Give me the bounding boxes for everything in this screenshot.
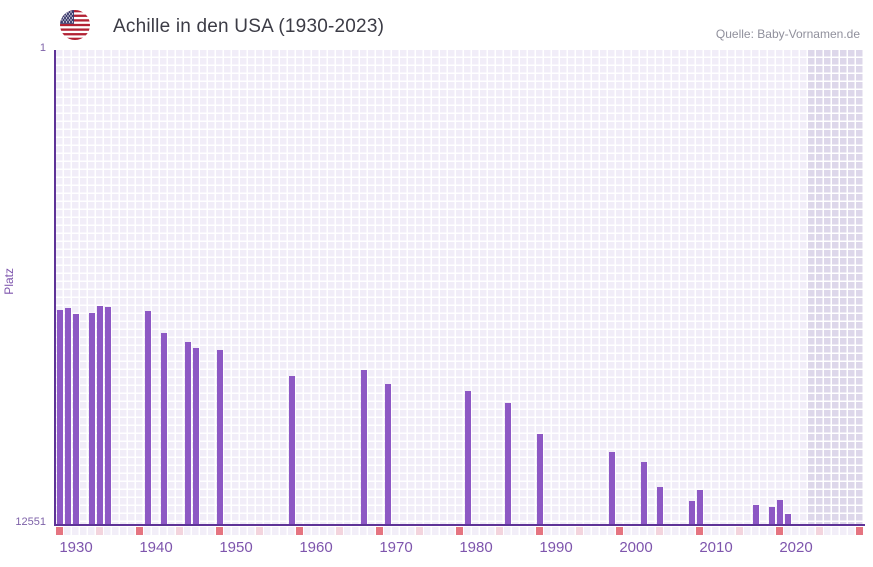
marker-cell-2018 xyxy=(776,527,783,535)
y-axis-bottom-label: 12551 xyxy=(15,516,46,528)
x-tick-label-2000: 2000 xyxy=(619,539,653,556)
y-axis-title: Platz xyxy=(2,268,16,295)
bar-1997[interactable] xyxy=(609,452,615,524)
y-axis-top-label: 1 xyxy=(39,42,46,54)
bar-1928[interactable] xyxy=(57,310,63,524)
bar-2017[interactable] xyxy=(769,506,775,524)
marker-cell-1988 xyxy=(536,527,543,535)
bar-2019[interactable] xyxy=(785,513,791,524)
x-tick-label-1990: 1990 xyxy=(539,539,573,556)
marker-cell-2023 xyxy=(816,527,823,535)
marker-cell-1983 xyxy=(496,527,503,535)
marker-cell-1973 xyxy=(416,527,423,535)
marker-cell-1993 xyxy=(576,527,583,535)
bar-1979[interactable] xyxy=(465,391,471,524)
future-shaded-region xyxy=(808,50,864,524)
marker-cell-1958 xyxy=(296,527,303,535)
bar-2008[interactable] xyxy=(697,489,703,524)
bar-1948[interactable] xyxy=(217,350,223,524)
marker-cell-1943 xyxy=(176,527,183,535)
marker-cell-1953 xyxy=(256,527,263,535)
bar-1933[interactable] xyxy=(97,306,103,524)
marker-cell-1963 xyxy=(336,527,343,535)
bar-1944[interactable] xyxy=(185,341,191,524)
bar-2015[interactable] xyxy=(753,504,759,524)
bar-2003[interactable] xyxy=(657,486,663,524)
x-axis-line xyxy=(54,524,865,526)
marker-cell-2028 xyxy=(856,527,863,535)
bar-2007[interactable] xyxy=(689,500,695,524)
marker-cell-2003 xyxy=(656,527,663,535)
marker-cell-2013 xyxy=(736,527,743,535)
x-tick-label-1930: 1930 xyxy=(59,539,93,556)
marker-cell-1928 xyxy=(56,527,63,535)
marker-cell-1933 xyxy=(96,527,103,535)
x-tick-label-2020: 2020 xyxy=(779,539,813,556)
bar-1969[interactable] xyxy=(385,384,391,524)
five-year-marker-strip xyxy=(56,527,864,535)
marker-cell-1968 xyxy=(376,527,383,535)
x-tick-label-1950: 1950 xyxy=(219,539,253,556)
bar-1934[interactable] xyxy=(105,306,111,524)
bar-1941[interactable] xyxy=(161,333,167,524)
x-tick-label-2010: 2010 xyxy=(699,539,733,556)
marker-cell-1998 xyxy=(616,527,623,535)
x-tick-label-1940: 1940 xyxy=(139,539,173,556)
bar-1932[interactable] xyxy=(89,313,95,524)
y-axis-line xyxy=(54,50,56,526)
bar-2018[interactable] xyxy=(777,499,783,524)
source-credit: Quelle: Baby-Vornamen.de xyxy=(715,27,860,41)
bar-1966[interactable] xyxy=(361,370,367,524)
us-flag-icon xyxy=(60,10,90,40)
bar-1988[interactable] xyxy=(537,434,543,524)
marker-cell-1978 xyxy=(456,527,463,535)
x-tick-label-1980: 1980 xyxy=(459,539,493,556)
page-title: Achille in den USA (1930-2023) xyxy=(113,16,385,37)
bar-1945[interactable] xyxy=(193,347,199,524)
x-tick-label-1960: 1960 xyxy=(299,539,333,556)
x-tick-label-1970: 1970 xyxy=(379,539,413,556)
bar-1929[interactable] xyxy=(65,307,71,524)
bar-1957[interactable] xyxy=(289,375,295,524)
bar-2001[interactable] xyxy=(641,462,647,524)
marker-cell-1948 xyxy=(216,527,223,535)
plot-area xyxy=(56,50,864,524)
bar-1939[interactable] xyxy=(145,310,151,524)
bar-1930[interactable] xyxy=(73,313,79,524)
marker-cell-1938 xyxy=(136,527,143,535)
bar-1984[interactable] xyxy=(505,402,511,524)
marker-cell-2008 xyxy=(696,527,703,535)
x-axis-tick-labels: 1930 1940 1950 1960 1970 1980 1990 2000 2010 2020 xyxy=(56,539,864,559)
